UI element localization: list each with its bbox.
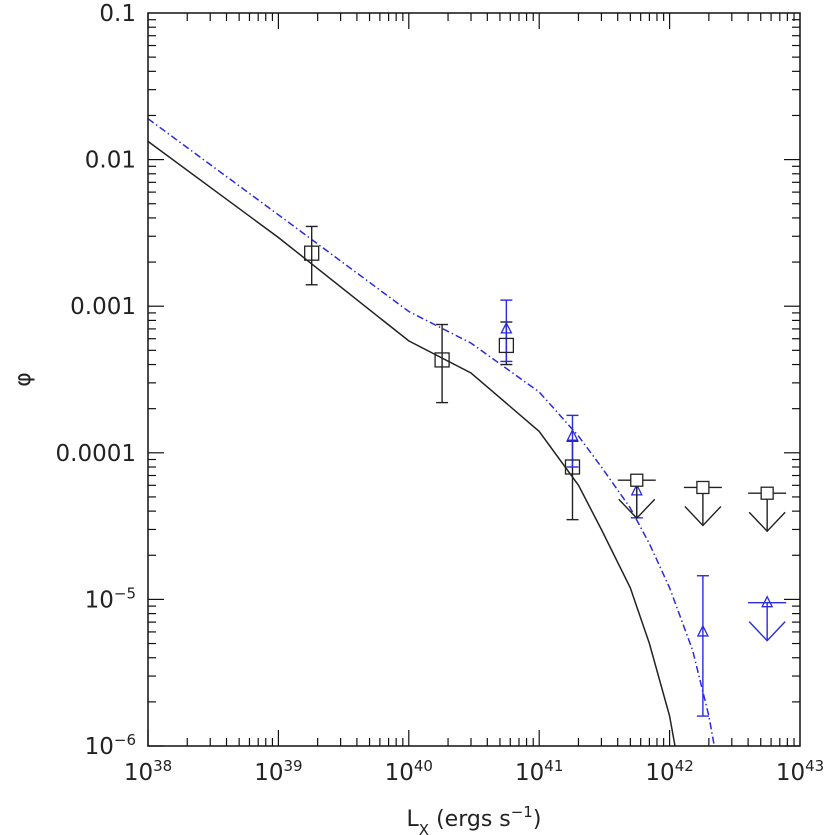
x-tick-exp: 42 — [675, 757, 694, 775]
x-tick-exp: 41 — [544, 757, 563, 775]
triangle-marker — [500, 321, 513, 334]
y-tick-label: 10−5 — [85, 584, 136, 613]
x-axis-title: LX (ergs s−1) — [407, 803, 542, 835]
square-marker — [498, 337, 515, 354]
x-axis-title-rest: (ergs s — [429, 807, 511, 832]
y-axis-title: φ — [11, 372, 36, 387]
x-tick-base: 10 — [385, 760, 414, 786]
y-tick-base: 10 — [85, 734, 114, 760]
x-axis-title-sup: −1 — [511, 803, 533, 821]
x-axis-title-end: ) — [533, 807, 542, 832]
x-tick-label: 1042 — [645, 757, 693, 786]
axis-ticks — [147, 13, 800, 747]
x-tick-label: 1040 — [385, 757, 433, 786]
x-tick-label: 1043 — [776, 757, 824, 786]
x-axis-title-main: L — [407, 807, 420, 832]
error-bars — [305, 225, 709, 717]
square-marker — [304, 245, 320, 261]
y-tick-exp: −6 — [114, 731, 136, 749]
data-markers — [304, 245, 709, 637]
upper-limit-arrow-head — [748, 621, 786, 642]
x-tick-base: 10 — [776, 760, 805, 786]
dash-dot-fit-curve — [147, 118, 716, 747]
square-marker — [564, 459, 581, 475]
x-tick-exp: 40 — [414, 757, 433, 775]
plot-frame — [147, 12, 801, 747]
square-marker — [696, 480, 710, 495]
x-tick-label: 1038 — [124, 757, 172, 786]
x-tick-base: 10 — [124, 760, 153, 786]
y-tick-label: 0.001 — [70, 294, 136, 320]
y-tick-base: 10 — [85, 587, 114, 613]
x-tick-exp: 43 — [805, 757, 824, 775]
triangle-marker — [761, 595, 774, 608]
x-axis-title-sub: X — [419, 821, 429, 835]
x-tick-base: 10 — [515, 760, 544, 786]
x-tick-label: 1039 — [254, 757, 302, 786]
x-tick-base: 10 — [254, 760, 283, 786]
y-tick-label: 10−6 — [85, 731, 136, 760]
upper-limits — [617, 473, 787, 642]
triangle-marker — [696, 624, 709, 637]
fit-curves — [147, 118, 716, 747]
y-tick-label: 0.0001 — [56, 441, 136, 467]
square-marker — [434, 352, 450, 368]
square-marker — [760, 486, 774, 500]
x-tick-exp: 39 — [283, 757, 302, 775]
upper-limit-arrow-head — [684, 506, 722, 527]
x-tick-label: 1041 — [515, 757, 563, 786]
y-tick-label: 0.1 — [99, 1, 136, 27]
solid-fit-curve — [147, 140, 676, 747]
upper-limit-arrow-head — [618, 498, 656, 520]
triangle-marker — [566, 428, 579, 441]
square-marker — [630, 473, 644, 487]
x-tick-labels: 1038 1039 1040 1041 1042 1043 — [124, 757, 824, 786]
y-tick-exp: −5 — [114, 584, 136, 602]
y-tick-label: 0.01 — [85, 148, 136, 174]
upper-limit-arrow-head — [748, 511, 786, 533]
x-tick-base: 10 — [645, 760, 674, 786]
x-tick-exp: 38 — [153, 757, 172, 775]
